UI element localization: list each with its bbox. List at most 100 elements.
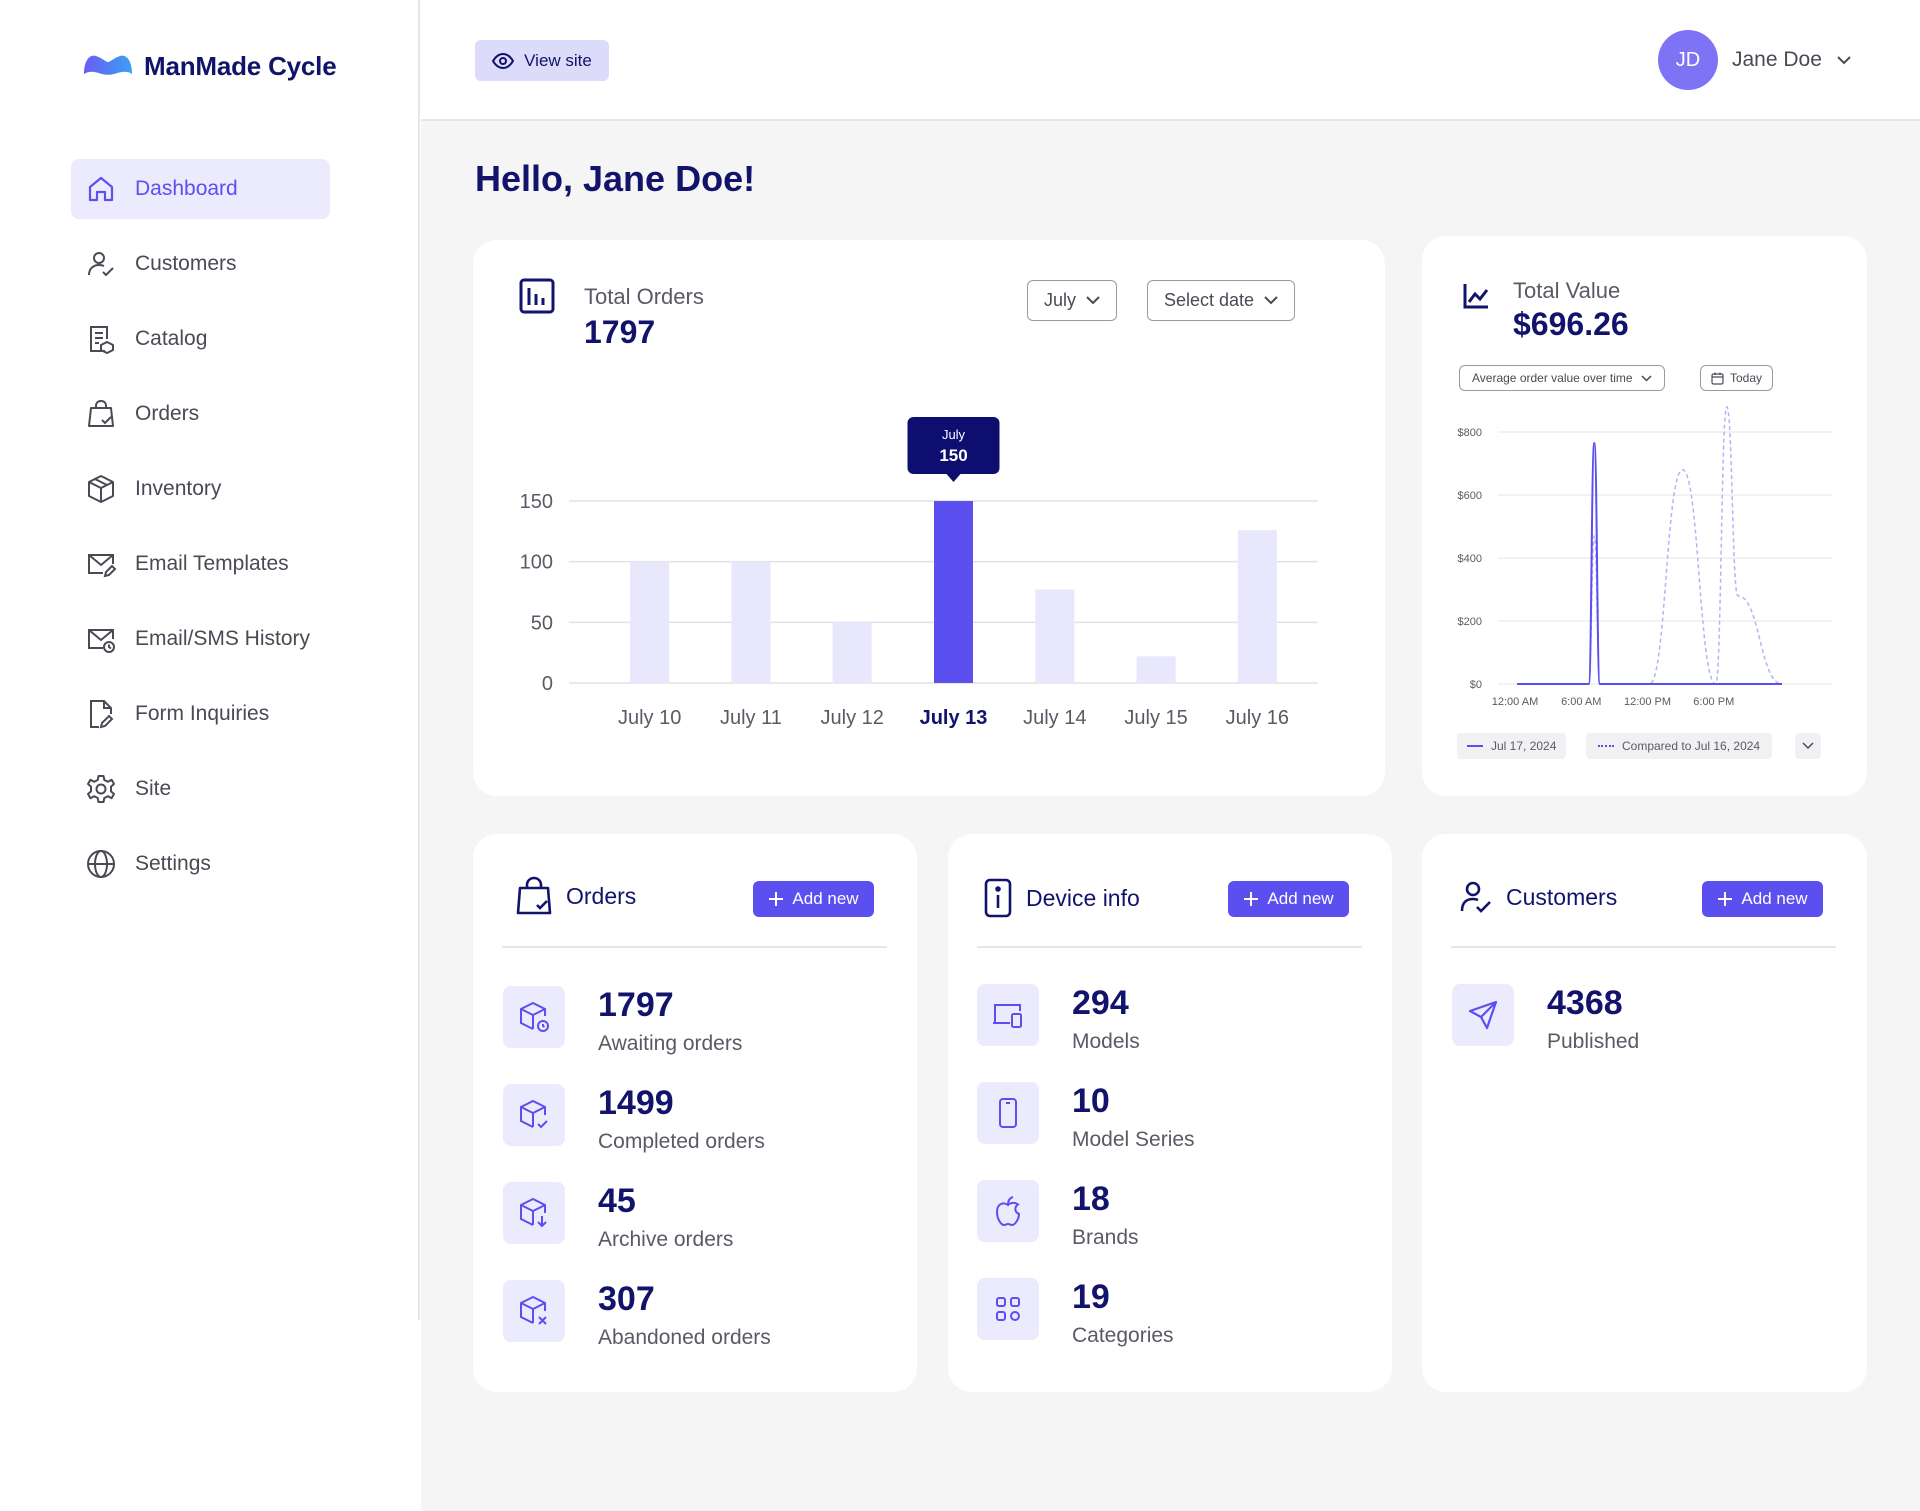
bag-check-icon	[516, 876, 552, 915]
device-card-divider	[977, 946, 1362, 948]
x-tick-label: July 14	[1023, 707, 1086, 729]
customers-card-divider	[1451, 946, 1836, 948]
sidebar-item-inventory[interactable]: Inventory	[71, 459, 330, 519]
stat-models[interactable]: 294 Models	[977, 984, 1140, 1054]
month-select[interactable]: July	[1027, 280, 1118, 321]
add-new-label: Add new	[1741, 889, 1808, 908]
total-value-card: Total Value $696.26 Average order value …	[1422, 236, 1867, 796]
stat-text: 45 Archive orders	[598, 1182, 733, 1252]
stat-label: Completed orders	[598, 1130, 765, 1153]
avatar: JD	[1658, 30, 1718, 90]
stat-brands[interactable]: 18 Brands	[977, 1180, 1139, 1250]
sidebar-item-orders[interactable]: Orders	[71, 384, 330, 444]
stat-icon-bg	[977, 1180, 1039, 1242]
stat-text: 10 Model Series	[1072, 1082, 1195, 1152]
stat-model-series[interactable]: 10 Model Series	[977, 1082, 1195, 1152]
device-add-new-button[interactable]: Add new	[1228, 881, 1349, 917]
file-edit-icon	[90, 700, 114, 729]
stat-value: 45	[598, 1182, 636, 1220]
stat-text: 18 Brands	[1072, 1180, 1139, 1250]
sidebar-item-site[interactable]: Site	[71, 759, 330, 819]
user-name: Jane Doe	[1732, 48, 1822, 71]
y-tick-label: $800	[1458, 427, 1482, 439]
phone-icon	[999, 1098, 1017, 1128]
y-tick-label: 100	[520, 552, 553, 574]
mail-edit-icon	[88, 554, 117, 578]
stat-categories[interactable]: 19 Categories	[977, 1278, 1174, 1348]
legend-compare[interactable]: Compared to Jul 16, 2024	[1586, 733, 1773, 759]
customers-add-new-button[interactable]: Add new	[1702, 881, 1823, 917]
stat-label: Awaiting orders	[598, 1032, 743, 1055]
metric-select[interactable]: Average order value over time	[1459, 365, 1665, 391]
plus-icon	[1718, 892, 1733, 906]
y-tick-label: $0	[1470, 679, 1482, 691]
sidebar-item-label: Site	[135, 777, 172, 800]
stat-value: 19	[1072, 1278, 1110, 1316]
x-tick-label: July 16	[1226, 707, 1289, 729]
customers-card: Customers Add new 4368 Published	[1422, 834, 1867, 1392]
bar	[731, 561, 771, 683]
send-icon	[1468, 1000, 1498, 1030]
legend-dropdown-button[interactable]	[1795, 733, 1821, 759]
stat-value: 1499	[598, 1084, 674, 1122]
calendar-icon	[1711, 372, 1724, 385]
user-check-icon	[88, 252, 114, 277]
stat-archive-orders[interactable]: 45 Archive orders	[503, 1182, 733, 1252]
sidebar-item-label: Inventory	[135, 477, 222, 500]
chevron-down-icon	[1837, 56, 1851, 65]
sidebar-item-label: Email Templates	[135, 552, 289, 575]
legend-current[interactable]: Jul 17, 2024	[1457, 733, 1567, 759]
sidebar-item-form-inquiries[interactable]: Form Inquiries	[71, 684, 330, 744]
y-tick-label: 0	[542, 673, 553, 695]
today-button[interactable]: Today	[1700, 365, 1774, 391]
brand-logo[interactable]: ManMade Cycle	[80, 50, 337, 82]
view-site-button[interactable]: View site	[475, 40, 609, 81]
legend-current-label: Jul 17, 2024	[1491, 739, 1557, 753]
stat-icon-bg	[977, 1278, 1039, 1340]
date-select[interactable]: Select date	[1147, 280, 1296, 321]
box-icon	[88, 475, 114, 503]
user-check-icon	[1460, 881, 1491, 913]
sidebar-item-catalog[interactable]: Catalog	[71, 309, 330, 369]
series-line	[1517, 406, 1783, 685]
grid-icon	[996, 1297, 1020, 1321]
series-line	[1517, 442, 1782, 685]
sidebar-item-email-templates[interactable]: Email Templates	[71, 534, 330, 594]
sidebar-item-settings[interactable]: Settings	[71, 834, 330, 894]
stat-icon-bg	[1452, 984, 1514, 1046]
stat-value: 1797	[598, 986, 674, 1024]
sidebar-item-dashboard[interactable]: Dashboard	[71, 159, 330, 219]
bag-check-icon	[88, 399, 114, 427]
y-tick-label: 150	[520, 491, 553, 513]
stat-awaiting-orders[interactable]: 1797 Awaiting orders	[503, 986, 742, 1056]
user-menu[interactable]: JD Jane Doe	[1658, 30, 1852, 90]
sidebar-item-label: Dashboard	[135, 177, 238, 200]
sidebar: ManMade Cycle Dashboard Customers Catalo…	[0, 0, 420, 1320]
stat-abandoned-orders[interactable]: 307 Abandoned orders	[503, 1280, 771, 1350]
stat-label: Models	[1072, 1030, 1140, 1053]
legend-solid-swatch	[1467, 745, 1483, 747]
chevron-down-icon	[1086, 296, 1100, 305]
stat-value: 18	[1072, 1180, 1110, 1218]
sidebar-item-email-sms-history[interactable]: Email/SMS History	[71, 609, 330, 669]
stat-icon-bg	[977, 1082, 1039, 1144]
view-site-label: View site	[524, 50, 592, 70]
month-select-value: July	[1044, 290, 1077, 310]
sidebar-item-customers[interactable]: Customers	[71, 234, 330, 294]
stat-label: Categories	[1072, 1324, 1174, 1347]
total-orders-title: Total Orders	[584, 284, 704, 309]
chevron-down-icon	[1802, 742, 1814, 750]
box-download-icon	[520, 1197, 547, 1228]
orders-card-divider	[502, 946, 887, 948]
orders-card: Orders Add new 1797 Awaiting orders 1499…	[473, 834, 917, 1392]
chevron-down-icon	[1641, 374, 1652, 382]
device-info-icon	[984, 878, 1012, 918]
x-tick-label: 12:00 AM	[1492, 696, 1538, 708]
device-card-header: Device info	[984, 878, 1140, 918]
x-tick-label: 12:00 PM	[1624, 696, 1671, 708]
stat-published[interactable]: 4368 Published	[1452, 984, 1639, 1054]
stat-completed-orders[interactable]: 1499 Completed orders	[503, 1084, 765, 1154]
orders-add-new-button[interactable]: Add new	[753, 881, 874, 917]
stat-label: Brands	[1072, 1226, 1139, 1249]
add-new-label: Add new	[1267, 889, 1334, 908]
